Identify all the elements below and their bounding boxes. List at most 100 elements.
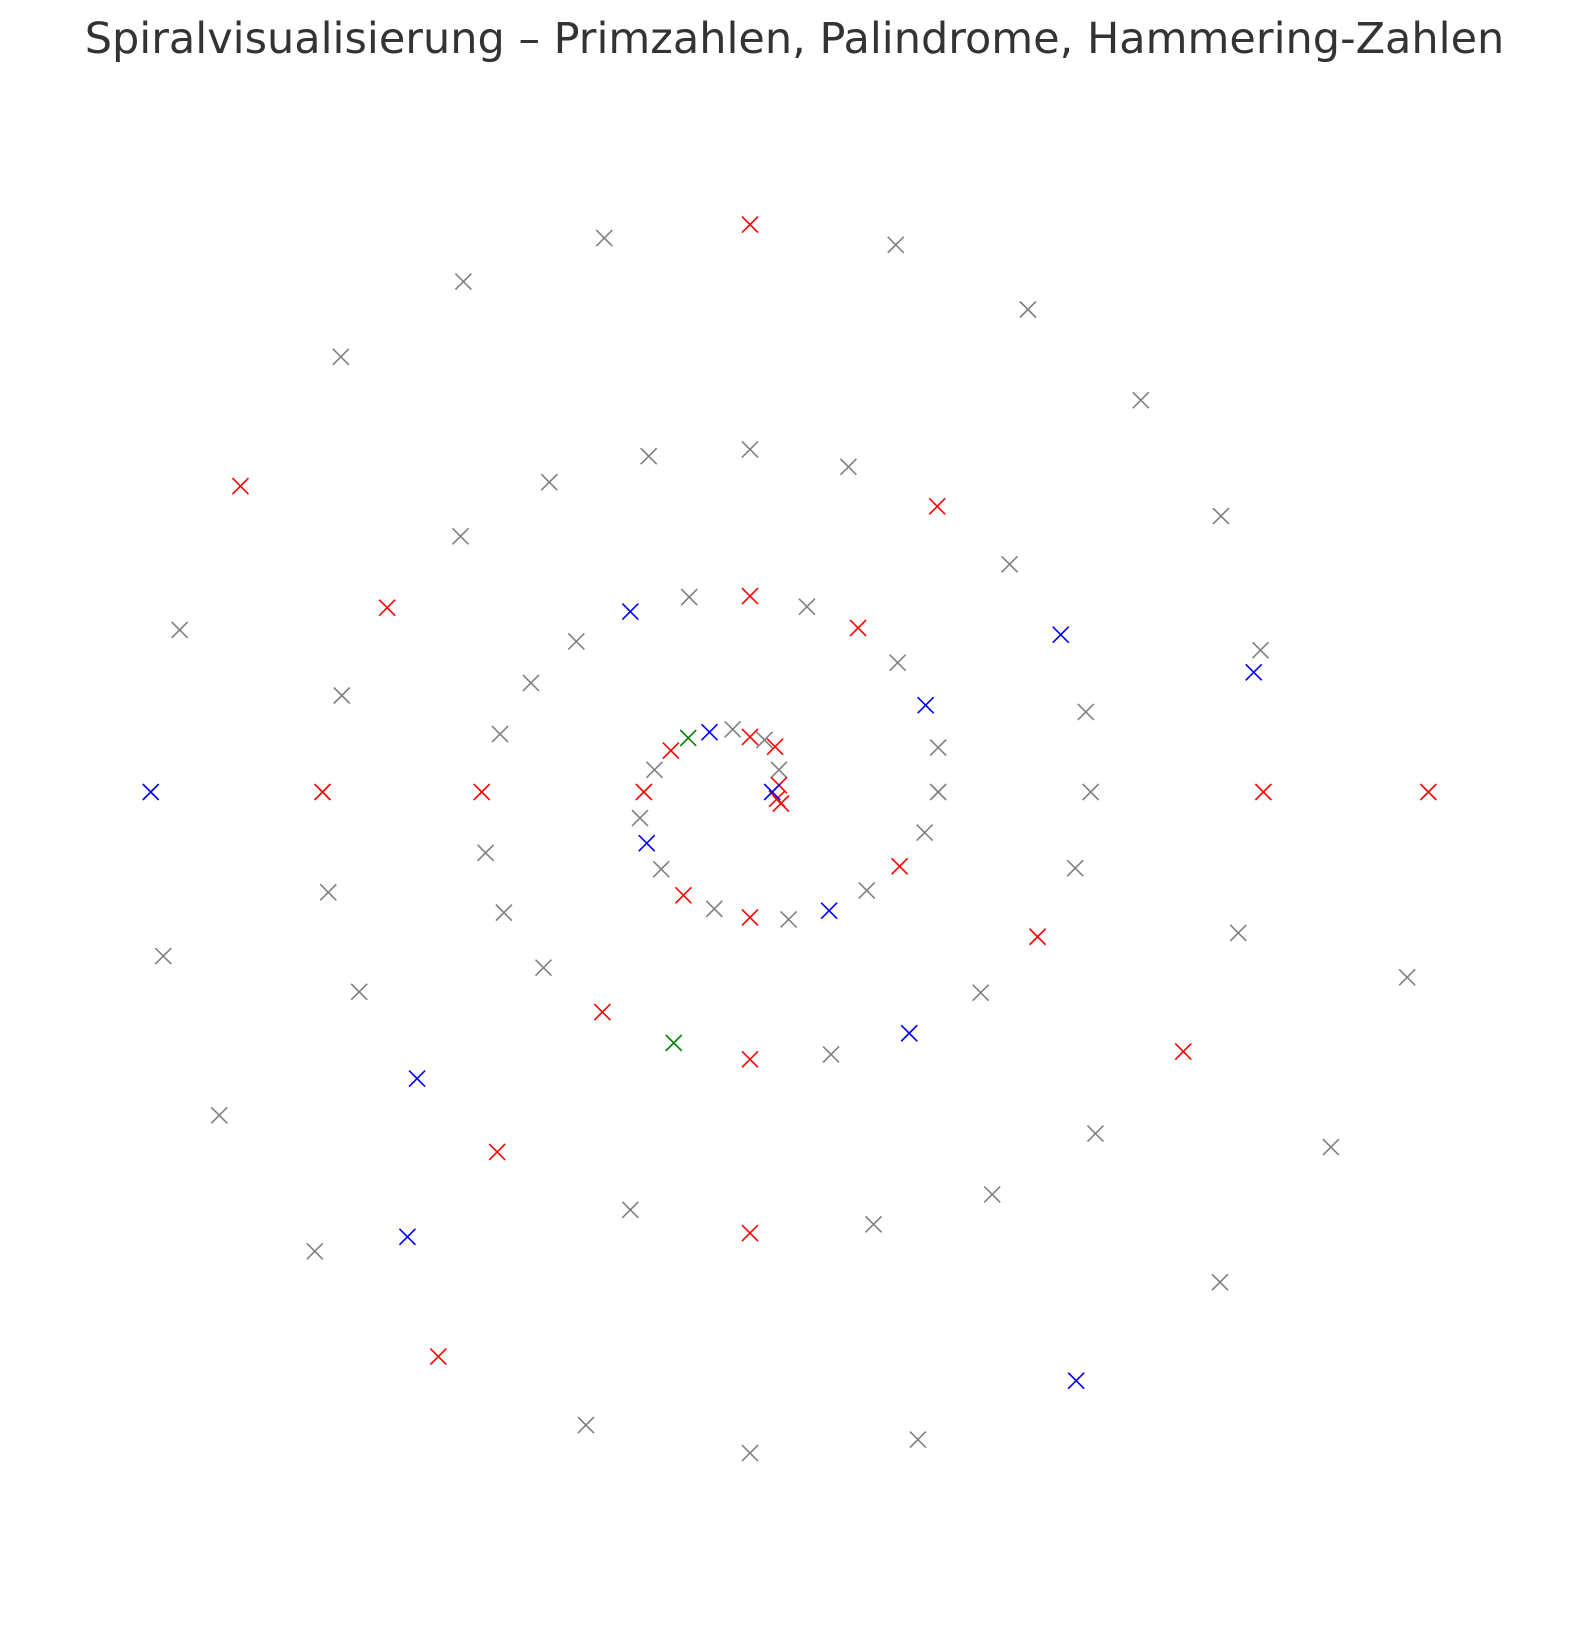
point-marker-33-blue [621, 602, 639, 621]
point-marker-24-gray [916, 823, 934, 842]
point-marker-91-gray [741, 1444, 759, 1462]
point-marker-18-gray [705, 900, 723, 918]
point-marker-82-gray [332, 348, 350, 366]
point-marker-34-gray [567, 632, 585, 651]
point-marker-11-red [662, 741, 680, 760]
point-marker-23-red [891, 857, 909, 875]
point-marker-12-gray [645, 761, 664, 779]
point-marker-94-gray [1211, 1273, 1229, 1291]
point-marker-48-gray [1066, 859, 1084, 877]
point-marker-15-blue [638, 834, 656, 852]
point-marker-35-gray [522, 674, 540, 692]
point-marker-31-red [741, 587, 759, 605]
point-marker-98-blue [1245, 663, 1263, 681]
point-marker-97-red [1419, 783, 1437, 801]
point-marker-79-red [741, 216, 759, 234]
point-marker-29-red [849, 619, 867, 637]
point-marker-87-gray [210, 1106, 228, 1124]
point-marker-90-gray [577, 1416, 595, 1434]
point-marker-42-green [665, 1034, 683, 1052]
point-marker-64-blue [408, 1070, 426, 1088]
point-marker-89-red [429, 1347, 447, 1366]
point-marker-96-gray [1398, 968, 1416, 986]
point-marker-52-gray [1001, 555, 1019, 573]
point-marker-10-green [679, 729, 697, 747]
point-marker-88-gray [306, 1242, 324, 1260]
point-marker-5-red [772, 795, 790, 813]
point-marker-21-blue [820, 902, 838, 920]
point-marker-26-gray [929, 739, 947, 757]
point-marker-8-gray [724, 720, 742, 738]
point-marker-76-gray [1132, 391, 1150, 409]
point-marker-71-red [1174, 1043, 1192, 1061]
point-marker-38-gray [477, 844, 495, 862]
point-marker-27-blue [917, 696, 935, 714]
point-marker-43-red [741, 1050, 759, 1068]
point-marker-65-red [488, 1143, 506, 1161]
point-marker-85-blue [142, 783, 160, 801]
point-marker-57-gray [540, 473, 558, 491]
point-marker-25-gray [929, 783, 947, 801]
point-marker-67-red [741, 1224, 759, 1242]
point-marker-53-red [928, 497, 946, 515]
point-marker-7-gray [755, 731, 774, 749]
point-marker-13-red [635, 783, 653, 801]
point-marker-55-gray [741, 440, 759, 458]
point-marker-73-red [1254, 783, 1272, 801]
point-marker-45-blue [900, 1024, 918, 1042]
point-marker-60-gray [333, 686, 351, 705]
point-marker-86-gray [154, 947, 172, 965]
point-marker-63-gray [350, 983, 368, 1001]
point-marker-95-gray [1322, 1138, 1340, 1156]
point-marker-32-gray [680, 588, 698, 606]
point-marker-1-red [766, 738, 784, 756]
point-marker-59-red [378, 599, 396, 617]
point-marker-44-gray [822, 1045, 840, 1064]
point-marker-46-gray [972, 984, 990, 1002]
marker-layer [142, 216, 1437, 1462]
point-marker-68-gray [864, 1215, 883, 1233]
point-marker-58-gray [451, 527, 470, 545]
point-marker-56-gray [640, 447, 658, 465]
point-marker-22-gray [858, 881, 876, 899]
point-marker-66-gray [621, 1201, 639, 1219]
point-marker-83-red [231, 477, 250, 495]
point-marker-16-gray [652, 860, 670, 878]
point-marker-61-red [313, 783, 332, 801]
point-marker-70-gray [1086, 1125, 1105, 1143]
point-marker-0-red [741, 728, 759, 746]
point-marker-81-gray [454, 272, 472, 291]
point-marker-14-gray [631, 809, 649, 827]
point-marker-99-blue [398, 1228, 416, 1246]
point-marker-92-gray [909, 1430, 927, 1449]
point-marker-37-red [473, 783, 491, 801]
point-marker-69-gray [983, 1185, 1001, 1203]
point-marker-74-gray [1251, 641, 1270, 659]
point-marker-19-red [741, 908, 759, 927]
point-marker-62-gray [319, 883, 337, 901]
point-marker-50-gray [1077, 703, 1095, 721]
point-marker-17-red [674, 886, 692, 904]
point-marker-77-gray [1019, 300, 1037, 319]
point-marker-40-gray [534, 959, 553, 977]
point-marker-47-red [1029, 928, 1047, 946]
point-marker-6-blue [763, 783, 781, 801]
point-marker-9-blue [700, 723, 719, 741]
point-marker-49-gray [1082, 783, 1100, 801]
point-marker-84-gray [171, 621, 189, 639]
point-marker-30-gray [798, 598, 816, 616]
chart-title: Spiralvisualisierung – Primzahlen, Palin… [84, 14, 1505, 64]
point-marker-80-gray [595, 229, 613, 247]
point-marker-2-gray [770, 761, 788, 779]
point-marker-93-blue [1067, 1372, 1085, 1390]
point-marker-39-gray [495, 904, 513, 922]
point-marker-75-gray [1212, 507, 1230, 525]
point-marker-51-blue [1052, 626, 1070, 644]
point-marker-72-gray [1229, 924, 1247, 942]
point-marker-78-gray [887, 236, 905, 254]
point-marker-41-red [593, 1003, 611, 1021]
point-marker-28-gray [889, 654, 907, 672]
point-marker-36-gray [491, 725, 509, 743]
point-marker-54-gray [839, 458, 857, 476]
